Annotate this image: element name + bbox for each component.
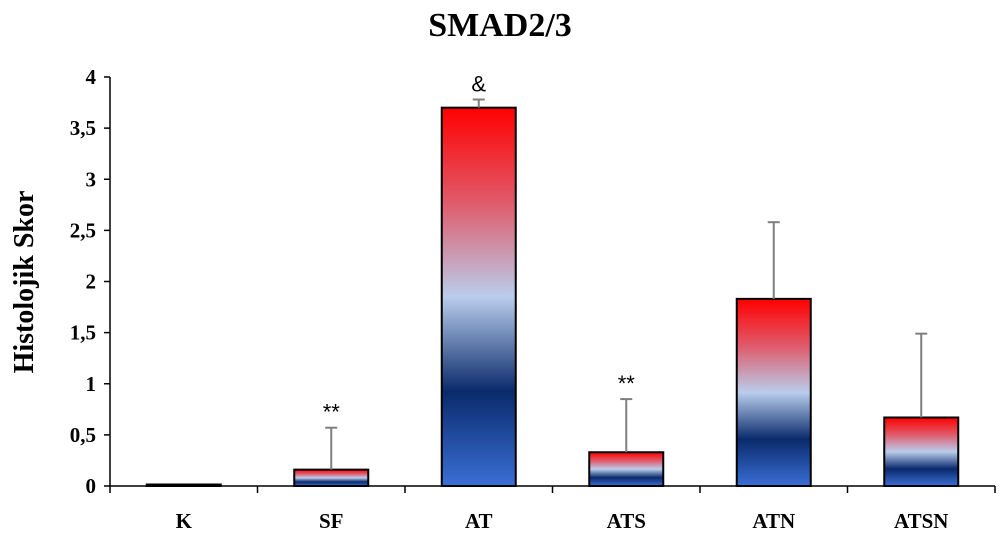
y-tick-label: 0 [86, 474, 97, 498]
bar-AT [440, 106, 517, 488]
y-tick-label: 2,5 [70, 218, 96, 242]
x-tick-label: ATS [607, 509, 646, 533]
significance-marker: & [471, 71, 486, 96]
x-tick-label: K [176, 509, 193, 533]
y-tick-label: 4 [86, 65, 97, 89]
x-axis: K SF AT ATS ATN ATSN [109, 485, 996, 533]
y-tick-label: 3 [86, 167, 97, 191]
x-tick-label: SF [319, 509, 344, 533]
chart-title: SMAD2/3 [428, 7, 572, 44]
bar-ATSN [883, 416, 960, 487]
y-axis-label: Histolojik Skor [9, 191, 40, 374]
y-tick-label: 2 [86, 270, 97, 294]
x-tick-label: ATN [752, 509, 795, 533]
y-tick-label: 3,5 [70, 116, 96, 140]
error-bars [325, 98, 928, 470]
y-tick-label: 0,5 [70, 423, 96, 447]
bar-ATN [735, 297, 812, 487]
bar-ATS [588, 451, 665, 488]
annotations: ** & ** [323, 71, 636, 424]
x-tick-label: ATSN [894, 509, 948, 533]
bar-K [145, 483, 222, 487]
significance-marker: ** [618, 371, 636, 396]
y-tick-label: 1,5 [70, 321, 96, 345]
x-tick-label: AT [465, 509, 493, 533]
y-tick-label: 1 [86, 372, 97, 396]
significance-marker: ** [323, 400, 341, 425]
y-axis: 0 0,5 1 1,5 2 2,5 3 3,5 4 [70, 65, 111, 498]
bar-SF [293, 468, 370, 488]
bars [145, 106, 960, 488]
